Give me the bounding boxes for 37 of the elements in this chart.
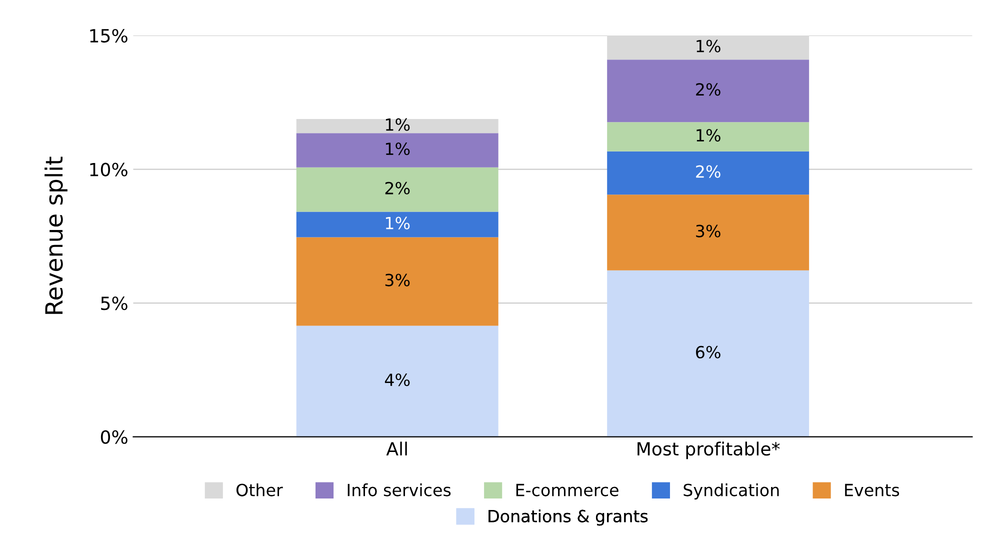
data-label: 4% [384, 374, 410, 386]
bar [296, 118, 498, 134]
y-tick-label: 10% [90, 162, 128, 176]
bar [607, 194, 810, 270]
data-label: 1% [386, 118, 410, 131]
legend-label: Other [236, 483, 283, 496]
data-label: 3% [696, 224, 720, 238]
data-label: 2% [696, 83, 720, 96]
bar [296, 133, 498, 168]
y-tick-label: 15% [90, 28, 128, 43]
legend-label: Events [845, 484, 900, 496]
data-label: 1% [386, 142, 410, 156]
data-label: 2% [696, 165, 720, 178]
bar [607, 60, 810, 122]
legend-label: E-commerce [516, 484, 618, 496]
x-tick-label: All [386, 442, 407, 456]
data-label: 1% [696, 128, 720, 142]
data-label: 1% [386, 216, 410, 230]
data-label: 1% [696, 40, 720, 52]
bar [607, 35, 810, 60]
bar [607, 122, 810, 152]
bar [607, 151, 810, 195]
data-label: 3% [385, 274, 410, 286]
y-axis-title: Revenue split [44, 156, 68, 314]
bar [296, 326, 498, 437]
legend-label: Donations & grants [488, 510, 648, 526]
bar [296, 237, 498, 326]
y-tick-label: 5% [101, 296, 128, 310]
data-label: 2% [385, 182, 410, 194]
legend-label: Syndication [684, 483, 779, 500]
y-tick-label: 0% [100, 430, 128, 444]
x-tick-label: Most profitable* [638, 442, 780, 460]
bar [296, 212, 498, 238]
bar [607, 270, 810, 437]
bar [296, 167, 498, 212]
data-label: 6% [696, 346, 720, 358]
legend-label: Info services [348, 483, 451, 496]
